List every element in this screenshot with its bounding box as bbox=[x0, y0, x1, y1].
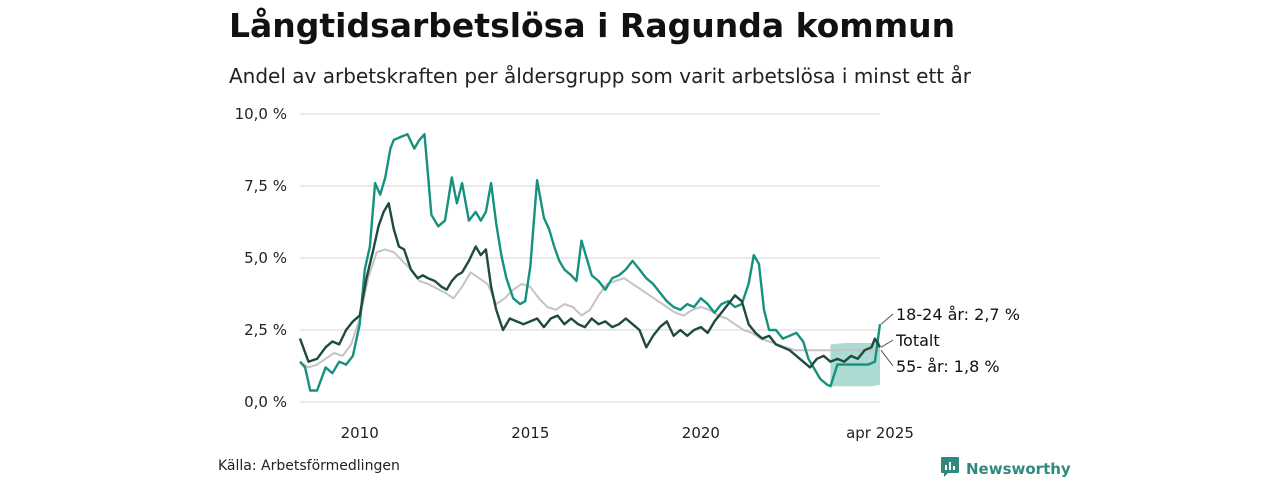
series-label-young: 18-24 år: 2,7 % bbox=[896, 305, 1020, 324]
x-tick-label: 2020 bbox=[682, 424, 720, 442]
y-axis-ticks: 0,0 % 2,5 % 5,0 % 7,5 % 10,0 % bbox=[235, 105, 287, 411]
x-axis-ticks: 2010 2015 2020 apr 2025 bbox=[341, 424, 914, 442]
x-tick-label: 2015 bbox=[511, 424, 549, 442]
chart-subtitle: Andel av arbetskraften per åldersgrupp s… bbox=[229, 64, 971, 88]
source-note: Källa: Arbetsförmedlingen bbox=[218, 458, 400, 474]
series-layer bbox=[298, 132, 882, 392]
label-connector-young bbox=[880, 313, 894, 325]
line-chart: 0,0 % 2,5 % 5,0 % 7,5 % 10,0 % 2010 2015 2020 a… bbox=[235, 105, 1020, 442]
x-tick-label: apr 2025 bbox=[846, 424, 914, 442]
series-label-total: Totalt bbox=[895, 331, 940, 350]
y-tick-label: 2,5 % bbox=[244, 321, 287, 339]
brand-name: Newsworthy bbox=[966, 460, 1071, 478]
series-line-total bbox=[298, 202, 882, 369]
bar-chart-speech-bubble-icon bbox=[940, 456, 960, 482]
end-labels: 18-24 år: 2,7 % Totalt 55- år: 1,8 % bbox=[880, 305, 1020, 376]
chart-title: Långtidsarbetslösa i Ragunda kommun bbox=[229, 6, 956, 45]
series-line-young bbox=[299, 132, 882, 392]
label-connector-total bbox=[880, 339, 894, 348]
label-connector-old bbox=[880, 349, 894, 367]
y-tick-label: 5,0 % bbox=[244, 249, 287, 267]
x-tick-label: 2010 bbox=[341, 424, 379, 442]
series-label-old: 55- år: 1,8 % bbox=[896, 357, 1000, 376]
brand-logo: Newsworthy bbox=[940, 456, 1071, 482]
y-tick-label: 7,5 % bbox=[244, 177, 287, 195]
y-tick-label: 0,0 % bbox=[244, 393, 287, 411]
grid-layer bbox=[300, 113, 880, 403]
y-tick-label: 10,0 % bbox=[235, 105, 287, 123]
series-line-old bbox=[299, 248, 880, 369]
